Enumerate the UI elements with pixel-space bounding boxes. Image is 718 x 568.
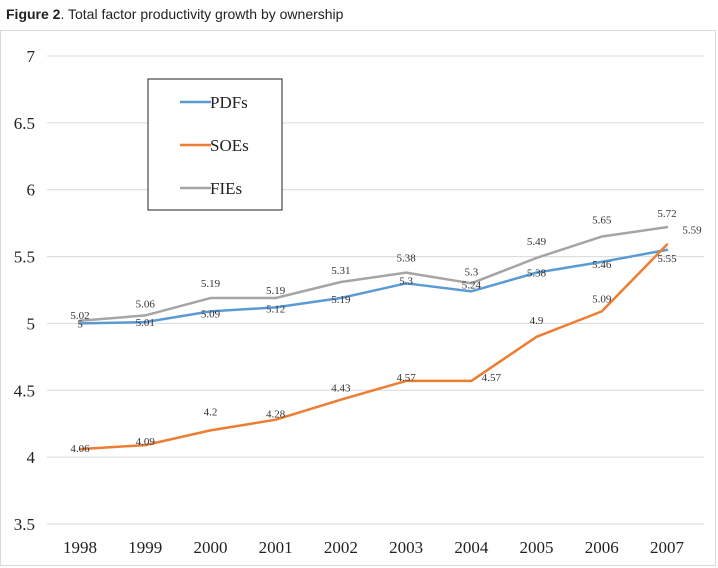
x-tick-label: 2007 (650, 538, 685, 557)
y-tick-label: 6 (27, 181, 36, 200)
legend-label: PDFs (210, 93, 248, 112)
x-tick-label: 2000 (193, 538, 227, 557)
data-label: 4.9 (530, 315, 544, 327)
x-tick-label: 2005 (520, 538, 554, 557)
data-labels: 5 5.015.09 5.125.195.3 5.245.385.465.554.06… (70, 208, 702, 455)
y-tick-label: 7 (27, 47, 36, 66)
x-axis-ticks: 1998 1999 2000 2001 2002 2003 2004 2005 2006 2007 (63, 538, 685, 557)
data-label: 5.19 (201, 278, 221, 290)
y-tick-label: 5.5 (14, 248, 35, 267)
data-label: 4.06 (70, 443, 90, 455)
data-label: 5 (77, 318, 83, 330)
data-label: 5.02 (70, 310, 89, 322)
data-label: 4.57 (482, 372, 502, 384)
data-label: 5.65 (592, 215, 612, 227)
figure-caption: . Total factor productivity growth by ow… (60, 6, 344, 22)
data-label: 5.38 (396, 253, 416, 265)
legend: PDFs SOEs FIEs (147, 78, 283, 211)
data-label: 5.31 (331, 265, 350, 277)
x-tick-label: 2003 (389, 538, 423, 557)
data-label: 5.55 (657, 253, 677, 265)
chart-frame: 3.5 4 4.5 5 5.5 6 6.5 7 1998 1999 2000 2001 2002 200… (0, 30, 716, 566)
data-label: 5.46 (592, 259, 612, 271)
x-tick-label: 2004 (454, 538, 489, 557)
series-lines (78, 225, 669, 451)
data-label: 4.57 (396, 372, 416, 384)
figure-number: Figure 2 (6, 6, 61, 22)
y-tick-label: 4.5 (14, 381, 35, 400)
series-line-fies (78, 225, 669, 323)
x-tick-label: 2002 (324, 538, 358, 557)
legend-label: FIEs (210, 179, 242, 198)
data-label: 5.09 (592, 293, 612, 305)
data-label: 5.19 (331, 294, 351, 306)
x-tick-label: 2001 (259, 538, 293, 557)
data-label: 5.38 (527, 268, 547, 280)
legend-label: SOEs (210, 136, 249, 155)
series-line-pdfs (78, 248, 669, 325)
y-axis-ticks: 3.5 4 4.5 5 5.5 6 6.5 7 (14, 47, 36, 534)
figure-title: Figure 2. Total factor productivity grow… (6, 6, 343, 22)
data-label: 5.19 (266, 285, 286, 297)
data-label: 4.09 (136, 436, 156, 448)
x-tick-label: 1999 (128, 538, 162, 557)
data-label: 4.43 (331, 383, 351, 395)
data-label: 5.72 (657, 208, 676, 220)
data-label: 5.09 (201, 308, 221, 320)
line-chart: 3.5 4 4.5 5 5.5 6 6.5 7 1998 1999 2000 2001 2002 200… (14, 47, 704, 557)
y-tick-label: 4 (27, 448, 36, 467)
x-tick-label: 2006 (585, 538, 619, 557)
data-label: 5.59 (682, 225, 702, 237)
legend-box (147, 78, 283, 211)
series-line-soes (78, 243, 669, 451)
data-label: 5.3 (399, 275, 413, 287)
data-label: 5.24 (462, 279, 482, 291)
data-label: 5.12 (266, 303, 285, 315)
y-tick-label: 3.5 (14, 515, 35, 534)
data-label: 5.3 (464, 266, 478, 278)
data-label: 4.2 (204, 406, 218, 418)
y-tick-label: 6.5 (14, 114, 35, 133)
data-label: 4.28 (266, 409, 286, 421)
x-tick-label: 1998 (63, 538, 97, 557)
y-tick-label: 5 (27, 314, 36, 333)
data-label: 5.06 (136, 298, 156, 310)
data-label: 5.49 (527, 236, 547, 248)
data-label: 5.01 (136, 317, 155, 329)
